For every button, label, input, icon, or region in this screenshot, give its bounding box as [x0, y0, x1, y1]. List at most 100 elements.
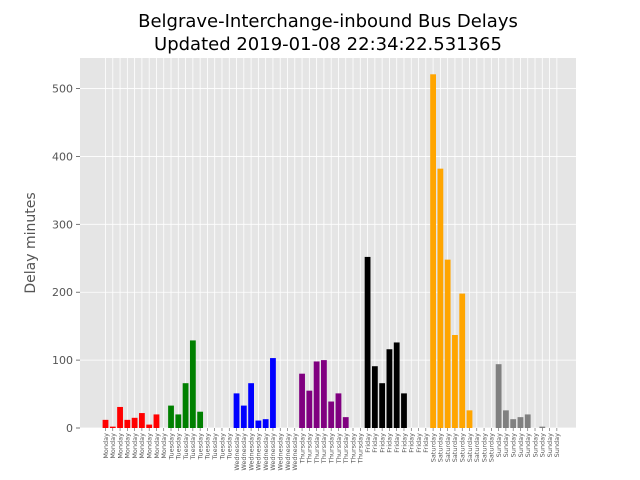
x-tick-label: Tuesday [226, 433, 234, 461]
bar [524, 414, 531, 428]
x-tick-label: Thursday [357, 433, 365, 464]
bar [189, 340, 196, 428]
bar [444, 259, 451, 428]
x-tick-label: Saturday [429, 433, 437, 462]
x-tick-label: Wednesday [262, 433, 270, 471]
bar [248, 383, 254, 428]
bar [139, 413, 145, 428]
x-tick-label: Sunday [517, 433, 525, 457]
bar [321, 360, 327, 428]
x-tick-label: Friday [378, 433, 386, 453]
bar [255, 420, 262, 428]
bar [131, 417, 138, 428]
x-tick-label: Monday [160, 433, 168, 459]
x-tick-label: Friday [393, 433, 401, 453]
bar [452, 334, 458, 428]
bar [386, 349, 393, 428]
x-tick-label: Monday [102, 433, 110, 459]
bar [313, 361, 320, 428]
x-tick-label: Wednesday [255, 433, 263, 471]
x-tick-label: Monday [145, 433, 153, 459]
bar [364, 256, 371, 428]
chart-title-line-2: Updated 2019-01-08 22:34:22.531365 [154, 34, 502, 55]
bar [182, 383, 189, 428]
bars [102, 74, 546, 428]
x-tick-label: Tuesday [196, 433, 204, 461]
y-tick-label: 0 [66, 422, 73, 435]
y-axis-label: Delay minutes [23, 192, 39, 293]
plot-area [80, 58, 576, 428]
x-tick-label: Thursday [298, 433, 306, 464]
y-tick-label: 400 [52, 150, 73, 163]
x-tick-label: Saturday [473, 433, 481, 462]
bar [270, 358, 276, 428]
y-tick-label: 500 [52, 83, 73, 96]
chart-title-line-1: Belgrave-Interchange-inbound Bus Delays [138, 11, 518, 32]
bar [459, 293, 466, 428]
x-tick-label: Sunday [539, 433, 547, 457]
x-tick-label: Thursday [349, 433, 357, 464]
y-tick-label: 100 [52, 354, 73, 367]
x-tick-label: Tuesday [204, 433, 212, 461]
x-tick-label: Wednesday [247, 433, 255, 471]
bar [379, 383, 386, 428]
x-tick-label: Sunday [509, 433, 517, 457]
bar [153, 414, 160, 428]
x-tick-label: Tuesday [167, 433, 175, 461]
x-tick-label: Sunday [546, 433, 554, 457]
x-tick-label: Sunday [495, 433, 503, 457]
x-tick-label: Monday [138, 433, 146, 459]
x-tick-label: Monday [116, 433, 124, 459]
x-tick-label: Friday [408, 433, 416, 453]
y-tick-label: 300 [52, 218, 73, 231]
bar [109, 426, 116, 428]
x-tick-label: Tuesday [175, 433, 183, 461]
bar [306, 390, 313, 428]
x-tick-label: Sunday [553, 433, 561, 457]
bar [117, 406, 123, 428]
x-tick-label: Sunday [524, 433, 532, 457]
x-tick-label: Friday [386, 433, 394, 453]
bar [102, 419, 109, 428]
bar [510, 419, 517, 428]
bar [342, 417, 349, 428]
x-tick-label: Thursday [335, 433, 343, 464]
bar [328, 401, 335, 428]
bar [233, 393, 240, 428]
bar [430, 74, 436, 428]
bar [503, 410, 509, 428]
bar [401, 393, 407, 428]
x-axis-ticks: Monday Monday Monday Monday Monday Monday Mond… [102, 428, 561, 471]
x-tick-label: Thursday [327, 433, 335, 464]
x-tick-label: Tuesday [189, 433, 197, 461]
x-tick-label: Wednesday [269, 433, 277, 471]
x-tick-label: Monday [124, 433, 132, 459]
x-tick-label: Thursday [320, 433, 328, 464]
x-tick-label: Wednesday [284, 433, 292, 471]
x-tick-label: Saturday [480, 433, 488, 462]
x-tick-label: Friday [415, 433, 423, 453]
x-tick-label: Monday [131, 433, 139, 459]
x-tick-label: Friday [371, 433, 379, 453]
bar [539, 426, 546, 428]
x-tick-label: Friday [364, 433, 372, 453]
bar [146, 424, 153, 428]
x-tick-label: Saturday [488, 433, 496, 462]
bar [124, 419, 131, 428]
x-tick-label: Tuesday [218, 433, 226, 461]
bar [240, 405, 247, 428]
x-tick-label: Monday [153, 433, 161, 459]
y-axis-ticks: 0 100 200 300 400 500 [52, 83, 80, 435]
x-tick-label: Thursday [342, 433, 350, 464]
x-tick-label: Saturday [437, 433, 445, 462]
bar [437, 168, 444, 428]
x-tick-label: Wednesday [233, 433, 241, 471]
bar [335, 393, 342, 428]
bar [168, 405, 174, 428]
x-tick-label: Tuesday [211, 433, 219, 461]
bar [262, 419, 269, 428]
bar [371, 366, 378, 428]
bar [393, 342, 400, 428]
x-tick-label: Tuesday [182, 433, 190, 461]
